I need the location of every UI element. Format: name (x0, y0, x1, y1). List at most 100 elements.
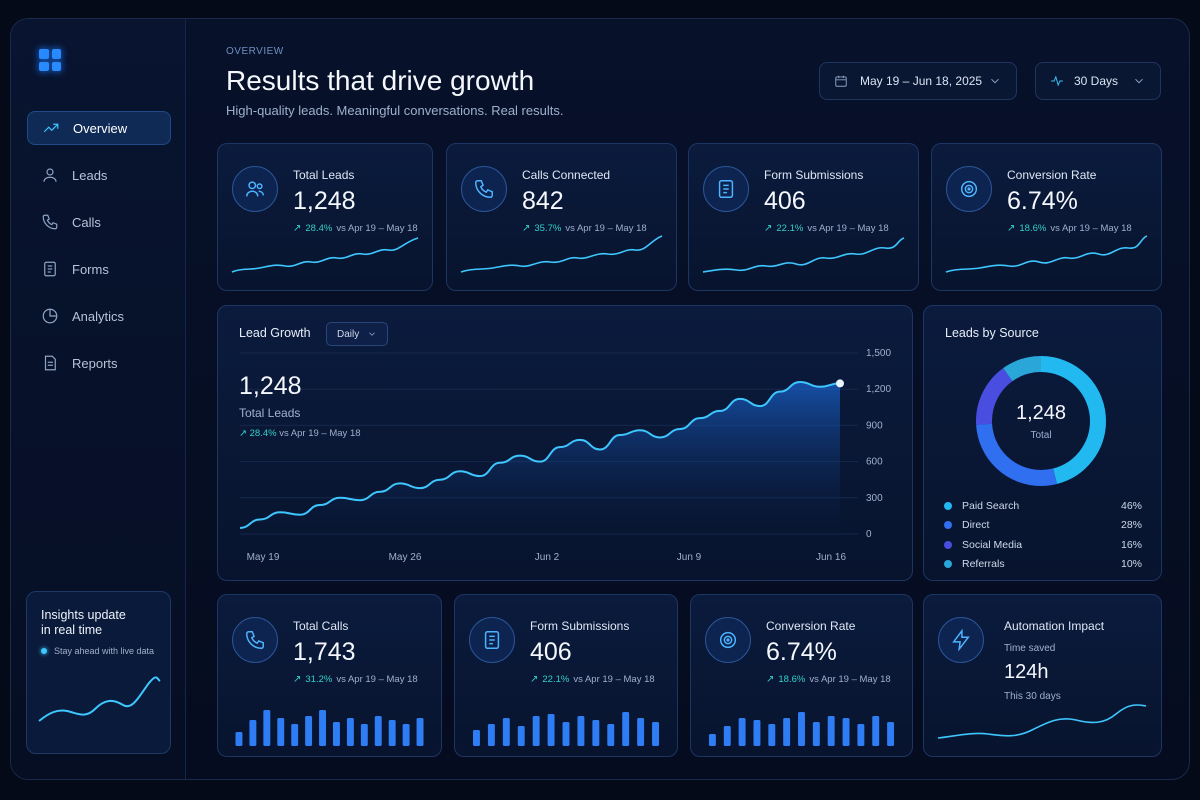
sidebar-item-label: Analytics (72, 308, 125, 324)
pulse-icon (1051, 75, 1063, 87)
chevron-down-icon (991, 78, 999, 84)
x-tick-label: May 26 (389, 552, 422, 563)
sidebar-item-reports[interactable]: Reports (27, 346, 171, 380)
sidebar-item-label: Overview (73, 120, 128, 136)
bar (305, 716, 313, 746)
kpi-label: Conversion Rate (1007, 168, 1097, 182)
legend-swatch (944, 540, 952, 549)
calendar-icon (835, 75, 847, 87)
date-range-picker[interactable]: May 19 – Jun 18, 2025 (819, 62, 1017, 100)
bar (812, 722, 820, 746)
kpi-value: 6.74% (766, 638, 837, 666)
users-icon (232, 166, 278, 212)
bar (332, 722, 340, 746)
kpi-change: 18.6% (1019, 223, 1047, 234)
phone-icon (461, 166, 507, 212)
granularity-dropdown[interactable]: Daily (326, 322, 388, 346)
insights-subtitle: Stay ahead with live data (54, 646, 155, 656)
insights-sparkline (38, 676, 161, 722)
y-tick-label: 0 (866, 529, 872, 540)
kpi-bar-chart (235, 710, 424, 746)
legend-label: Social Media (962, 538, 1023, 551)
x-tick-label: Jun 16 (816, 552, 846, 563)
leads-by-source-donut (976, 356, 1106, 486)
kpi-card-form-submissions-bottom[interactable]: Form Submissions 406 ↗ 22.1% vs Apr 19 – M… (454, 594, 678, 757)
kpi-value: 1,248 (293, 187, 356, 215)
legend-value: 10% (1120, 558, 1142, 571)
app-logo-icon[interactable] (39, 49, 61, 71)
kpi-compare: vs Apr 19 – May 18 (807, 223, 889, 234)
lead-growth-area (240, 381, 840, 534)
legend-value: 28% (1120, 519, 1142, 532)
kpi-card-conversion-rate[interactable]: Conversion Rate 6.74% ↗ 18.6% vs Apr 19 – … (931, 143, 1162, 291)
arrow-up-right-icon: ↗ (293, 223, 302, 234)
kpi-value: 6.74% (1007, 187, 1078, 215)
target-icon (705, 617, 751, 663)
donut-slice (976, 356, 1106, 486)
granularity-label: Daily (337, 328, 360, 340)
kpi-label: Conversion Rate (766, 619, 856, 633)
bar (517, 726, 525, 746)
kpi-label: Total Calls (293, 619, 349, 633)
lead-growth-endpoint (836, 379, 844, 388)
bar (547, 714, 555, 746)
kpi-sparkline (231, 237, 419, 273)
sidebar-item-analytics[interactable]: Analytics (27, 299, 171, 333)
bar (346, 718, 354, 746)
kpi-card-total-leads[interactable]: Total Leads 1,248 ↗ 28.4% vs Apr 19 – May … (217, 143, 433, 291)
kpi-sparkline (945, 235, 1148, 273)
kpi-card-form-submissions[interactable]: Form Submissions 406 ↗ 22.1% vs Apr 19 – M… (688, 143, 919, 291)
kpi-label: Form Submissions (764, 168, 864, 182)
legend-item: Referrals 10% (944, 555, 1142, 575)
lead-growth-value-label: Total Leads (239, 406, 301, 420)
bar (416, 718, 424, 746)
leads-by-source-title: Leads by Source (945, 326, 1039, 340)
bar (402, 724, 410, 746)
kpi-bar-chart (708, 712, 895, 746)
kpi-compare: vs Apr 19 – May 18 (336, 674, 418, 685)
sidebar-item-label: Reports (72, 355, 118, 371)
target-icon (946, 166, 992, 212)
x-tick-label: May 19 (247, 552, 280, 563)
sidebar-item-calls[interactable]: Calls (27, 205, 171, 239)
kpi-card-conversion-rate-bottom[interactable]: Conversion Rate 6.74% ↗ 18.6% vs Apr 19 – … (690, 594, 913, 757)
lead-growth-card: May 19 May 26 Jun 2 Jun 9 Jun 16 0 300 600 900 1… (217, 305, 913, 581)
legend-item: Social Media 16% (944, 535, 1142, 555)
bar (277, 718, 285, 746)
bar (592, 720, 600, 746)
lead-growth-change: 28.4% (249, 428, 277, 439)
phone-icon (232, 617, 278, 663)
sidebar-item-overview[interactable]: Overview (27, 111, 171, 145)
kpi-sparkline (702, 237, 905, 273)
kpi-bar-chart (472, 712, 660, 746)
donut-slice (976, 356, 1106, 486)
bar (622, 712, 630, 746)
bar (487, 724, 495, 746)
kpi-compare: vs Apr 19 – May 18 (565, 223, 647, 234)
insights-card[interactable]: Insights update in real time Stay ahead … (26, 591, 171, 754)
donut-total-label: Total (1030, 429, 1052, 441)
period-selector[interactable]: 30 Days (1035, 62, 1161, 100)
legend-label: Direct (962, 519, 990, 532)
automation-impact-card[interactable]: Automation Impact Time saved 124h This 3… (923, 594, 1162, 757)
bar (768, 724, 776, 746)
lead-growth-value: 1,248 (239, 372, 302, 400)
bar (753, 720, 761, 746)
bar (842, 718, 850, 746)
bar (235, 732, 243, 746)
donut-slice (976, 356, 1106, 486)
sidebar-item-leads[interactable]: Leads (27, 158, 171, 192)
document-icon (41, 260, 59, 278)
kpi-compare: vs Apr 19 – May 18 (1050, 223, 1132, 234)
automation-title: Automation Impact (1004, 619, 1105, 633)
bar (319, 710, 327, 746)
sidebar-item-forms[interactable]: Forms (27, 252, 171, 286)
x-tick-label: Jun 2 (535, 552, 560, 563)
bar (263, 710, 271, 746)
y-tick-label: 600 (866, 457, 883, 468)
legend-label: Paid Search (962, 499, 1020, 512)
lightning-icon (938, 617, 984, 663)
kpi-card-total-calls[interactable]: Total Calls 1,743 ↗ 31.2% vs Apr 19 – May … (217, 594, 442, 757)
kpi-card-calls-connected[interactable]: Calls Connected 842 ↗ 35.7% vs Apr 19 – Ma… (446, 143, 677, 291)
pie-icon (41, 307, 59, 325)
